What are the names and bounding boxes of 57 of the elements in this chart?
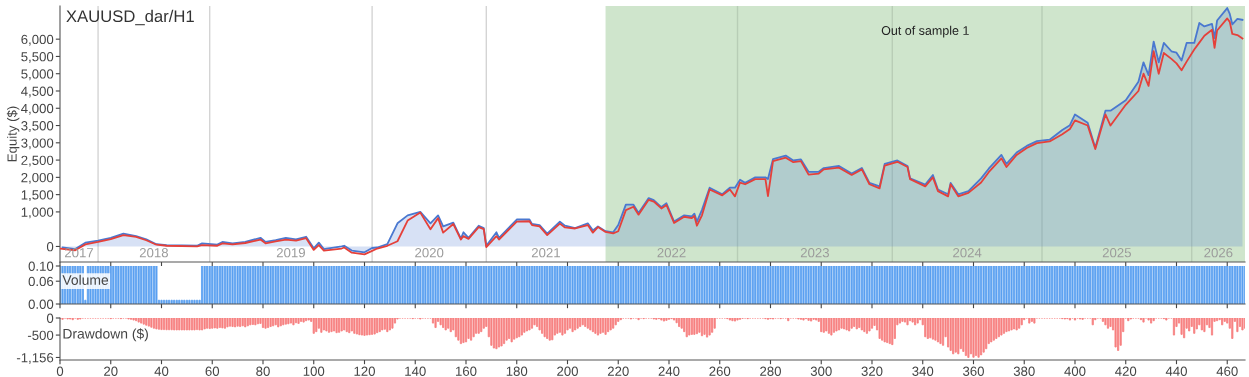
x-tick-label: 180 <box>506 366 528 376</box>
x-tick-label: 120 <box>354 366 375 376</box>
annotation: 2021 <box>531 248 560 258</box>
y-axis-title: Drawdown ($) <box>63 328 148 342</box>
x-tick-label: 280 <box>760 366 781 376</box>
y-tick-label: 0.06 <box>28 276 54 287</box>
x-tick-label: 260 <box>709 366 731 376</box>
x-tick-label: 60 <box>205 366 220 376</box>
x-tick-label: 400 <box>1064 366 1086 376</box>
y-tick-label: 0 <box>46 242 54 252</box>
y-tick-label: 3,500 <box>21 121 54 133</box>
annotation: 2024 <box>953 248 982 258</box>
y-tick-label: 4,500 <box>21 86 54 98</box>
y-tick-label: 1,500 <box>21 190 54 202</box>
annotation: 2023 <box>800 248 829 258</box>
x-tick-label: 80 <box>256 366 270 376</box>
y-tick-label: 4,000 <box>21 103 54 115</box>
x-tick-label: 40 <box>154 366 169 376</box>
x-tick-label: 460 <box>1216 366 1238 376</box>
y-tick-label: 0.10 <box>28 261 54 271</box>
x-tick-label: 160 <box>456 366 477 376</box>
x-tick-label: 200 <box>557 366 578 376</box>
y-tick-label: 0 <box>46 313 54 323</box>
x-tick-label: 300 <box>810 366 832 376</box>
y-tick-label: 5,000 <box>21 69 54 81</box>
x-tick-label: 420 <box>1115 366 1137 376</box>
annotation: 2025 <box>1102 248 1131 258</box>
x-tick-label: 140 <box>405 366 426 376</box>
x-tick-label: 340 <box>912 366 934 376</box>
y-tick-label: 0.00 <box>28 299 54 309</box>
y-axis-title: Equity ($) <box>6 106 20 162</box>
band-label: Out of sample 1 <box>881 25 969 38</box>
annotation: 2020 <box>415 248 444 258</box>
y-tick-label: 2,000 <box>21 172 54 184</box>
annotation: 2018 <box>139 248 168 258</box>
x-tick-label: 380 <box>1013 366 1035 376</box>
x-tick-label: 0 <box>56 366 64 376</box>
y-tick-label: 5,500 <box>21 52 54 63</box>
x-tick-label: 360 <box>962 366 984 376</box>
chart-title: XAUUSD_dar/H1 <box>66 9 194 26</box>
x-tick-label: 440 <box>1165 366 1187 376</box>
x-tick-label: 240 <box>658 366 680 376</box>
annotation: 2017 <box>65 248 94 258</box>
x-tick-label: 100 <box>303 366 325 376</box>
y-tick-label: 3,000 <box>21 138 54 150</box>
y-tick-label: 1,000 <box>21 207 54 219</box>
x-tick-label: 320 <box>861 366 883 376</box>
annotation: 2019 <box>276 248 305 258</box>
y-tick-label: -1,156 <box>16 353 54 364</box>
y-axis-title: Volume <box>62 274 109 285</box>
y-tick-label: 2,500 <box>21 155 54 167</box>
x-tick-label: 20 <box>104 366 118 376</box>
y-tick-label: -500 <box>27 330 54 340</box>
y-tick-label: 6,000 <box>21 34 54 46</box>
annotation: 2022 <box>657 248 686 258</box>
x-tick-label: 220 <box>607 366 629 376</box>
annotation: 2026 <box>1204 248 1233 258</box>
